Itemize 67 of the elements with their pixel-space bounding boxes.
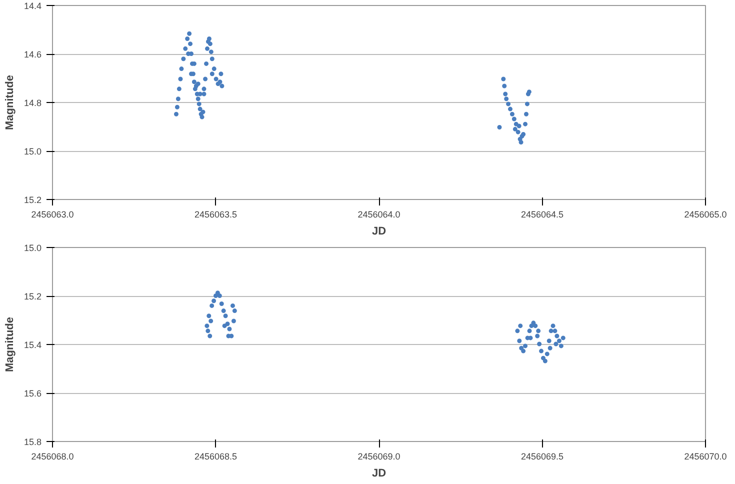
point [227, 326, 232, 332]
point [540, 356, 546, 360]
point [231, 318, 236, 324]
y-tick-label: 15.4 [24, 340, 42, 350]
point [558, 344, 564, 348]
point [210, 303, 214, 308]
y-axis-title: Magnitude [4, 316, 16, 372]
x-tick-label: 2456070.0 [684, 452, 727, 462]
x-tick-label: 2456064.0 [358, 210, 400, 220]
point [515, 328, 520, 334]
y-axis-title: Magnitude [4, 74, 16, 130]
point [536, 328, 541, 334]
point [206, 314, 212, 318]
point [208, 334, 212, 338]
point [556, 338, 562, 344]
point [219, 302, 224, 306]
point [221, 308, 226, 314]
point [519, 346, 524, 350]
point [537, 342, 542, 346]
point [535, 334, 540, 338]
point [204, 324, 210, 328]
x-tick-label: 2456069.5 [520, 452, 564, 462]
x-tick-label: 2456063.5 [194, 210, 238, 220]
point [230, 303, 235, 308]
point [232, 308, 237, 314]
point [542, 358, 548, 364]
x-tick-label: 2456068.5 [194, 452, 238, 462]
x-tick-label: 2456069.0 [358, 452, 400, 462]
point [546, 338, 552, 344]
point [548, 328, 554, 334]
x-tick-label: 2456063.0 [31, 210, 74, 220]
point [208, 318, 214, 324]
point [554, 342, 558, 346]
point [527, 328, 532, 334]
point [533, 324, 538, 328]
point [217, 294, 222, 298]
x-axis-title: JD [372, 468, 386, 480]
y-tick-label: 15.0 [24, 243, 42, 253]
point [215, 290, 220, 296]
y-tick-label: 15.2 [24, 292, 42, 302]
y-tick-label: 15.8 [24, 437, 42, 447]
point [518, 324, 523, 328]
point [222, 324, 227, 328]
point [539, 348, 544, 354]
point [523, 344, 528, 348]
point [212, 298, 216, 304]
point [550, 324, 556, 328]
point [223, 314, 228, 318]
point [554, 334, 560, 338]
point [552, 328, 558, 334]
y-tick-label: 14.4 [24, 1, 42, 11]
point [521, 348, 526, 354]
point [560, 336, 566, 340]
x-axis-title: JD [372, 226, 386, 238]
y-tick-label: 14.8 [24, 98, 42, 108]
y-tick-label: 15.0 [24, 146, 42, 156]
x-tick-label: 2456064.5 [520, 210, 564, 220]
point [548, 346, 552, 350]
point [206, 328, 210, 334]
y-tick-label: 14.6 [24, 50, 42, 60]
point [531, 320, 536, 326]
y-tick-label: 15.2 [24, 195, 42, 205]
x-tick-label: 2456065.0 [684, 210, 727, 220]
point [517, 338, 522, 344]
x-tick-label: 2456068.0 [31, 452, 74, 462]
y-tick-label: 15.6 [24, 388, 42, 398]
point [544, 352, 550, 356]
